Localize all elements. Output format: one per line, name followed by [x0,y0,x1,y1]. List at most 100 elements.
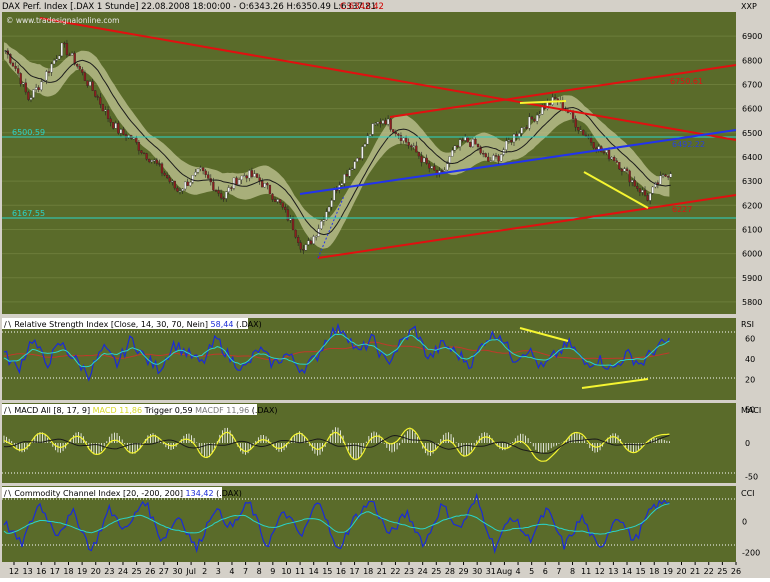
candle-142 [368,134,372,137]
candle-88 [230,187,233,189]
cci-tick--200: -200 [742,549,760,558]
candle-4 [14,65,17,69]
candle-29 [78,66,81,70]
candle-248 [641,190,644,193]
candle-63 [166,175,169,179]
candle-89 [232,177,236,189]
x-tick-label-1: 13 [23,567,33,576]
candle-73 [191,175,194,183]
line-label-6492: 6492.22 [672,140,705,149]
candle-51 [135,137,138,143]
price-tick-6400: 6400 [742,153,762,162]
candle-250 [646,195,649,201]
candle-33 [88,81,92,86]
candle-238 [615,160,618,163]
candle-256 [661,174,665,177]
blue-dashed-line [317,195,345,259]
x-axis-bar [0,562,770,578]
candle-140 [363,143,367,147]
macd-tick--50: -50 [745,472,758,481]
macd-axis-label: MACI [741,406,761,415]
yellow-top-line [519,100,567,104]
candle-205 [530,116,534,120]
candle-101 [263,183,266,188]
price-tick-6700: 6700 [742,80,762,89]
candle-102 [266,183,269,186]
candle-119 [309,240,313,244]
x-tick-label-11: 27 [159,567,169,576]
candle-10 [29,97,33,100]
x-tick-label-9: 25 [132,567,142,576]
candle-181 [469,141,472,147]
candle-97 [253,173,256,177]
candle-77 [201,167,205,172]
candle-25 [68,54,71,57]
candle-135 [350,168,354,171]
rsi-title-text: Relative Strength Index [Close, 14, 30, … [14,320,208,329]
x-tick-label-2: 16 [36,567,46,576]
candle-103 [268,184,272,195]
candle-245 [633,180,636,187]
candle-178 [461,139,464,141]
price-tick-5800: 5800 [742,298,762,307]
candle-60 [158,163,161,165]
candle-197 [510,140,513,143]
watermark: © www.tradesignalonline.com [6,16,119,25]
x-tick-label-33: 29 [458,567,468,576]
candle-28 [76,64,79,67]
yellow-divergence-line [583,171,649,209]
red-channel-lower-line [317,194,737,259]
macd-title-text: MACD All [8, 17, 9] [14,406,90,415]
level-6500-label: 6500.59 [12,128,45,137]
candle-243 [628,170,631,183]
candle-143 [371,123,374,135]
macd-line [3,427,670,462]
candle-199 [515,134,518,137]
candle-8 [24,82,27,93]
candle-247 [638,188,642,193]
x-tick-label-35: 31 [486,567,496,576]
candle-2 [9,54,12,64]
candle-214 [553,97,557,99]
x-tick-label-15: 3 [216,567,221,576]
candle-184 [476,144,480,148]
cci-value: 134,42 [186,489,214,498]
candle-41 [109,118,112,123]
blue-trend-line [299,129,737,195]
x-tick-label-53: 26 [731,567,741,576]
candle-94 [245,175,248,179]
candle-104 [271,193,274,200]
candle-157 [407,142,410,146]
candle-207 [535,114,539,122]
candle-12 [34,87,38,90]
x-tick-label-40: 7 [556,567,561,576]
candle-66 [173,180,176,189]
x-tick-label-36: Aug [497,567,513,576]
candle-109 [284,207,287,210]
candle-74 [194,171,197,176]
candle-107 [279,199,282,203]
candle-190 [492,155,495,161]
candle-137 [356,158,359,162]
candle-36 [96,96,99,98]
rsi-yellow-bottom [581,378,649,389]
candle-117 [304,244,308,251]
candle-254 [656,182,660,185]
price-tick-6800: 6800 [742,56,762,65]
price-tick-6000: 6000 [742,250,762,259]
macd-source: (.DAX) [252,406,278,415]
candle-183 [474,138,477,145]
x-tick-label-45: 14 [622,567,632,576]
chart-title: DAX Perf. Index [.DAX 1 Stunde] 22.08.20… [2,2,376,12]
candle-164 [425,157,428,164]
x-tick-label-26: 18 [363,567,373,576]
x-tick-label-39: 6 [543,567,548,576]
rsi-axis-label: RSI [741,320,754,329]
candle-179 [464,137,467,141]
macd-header-bg [2,404,257,415]
candle-241 [623,168,626,172]
cci-smooth-line [3,503,670,535]
x-tick-label-51: 22 [704,567,714,576]
x-tick-label-52: 25 [717,567,727,576]
macd-value: MACD 11,86 [93,406,142,415]
